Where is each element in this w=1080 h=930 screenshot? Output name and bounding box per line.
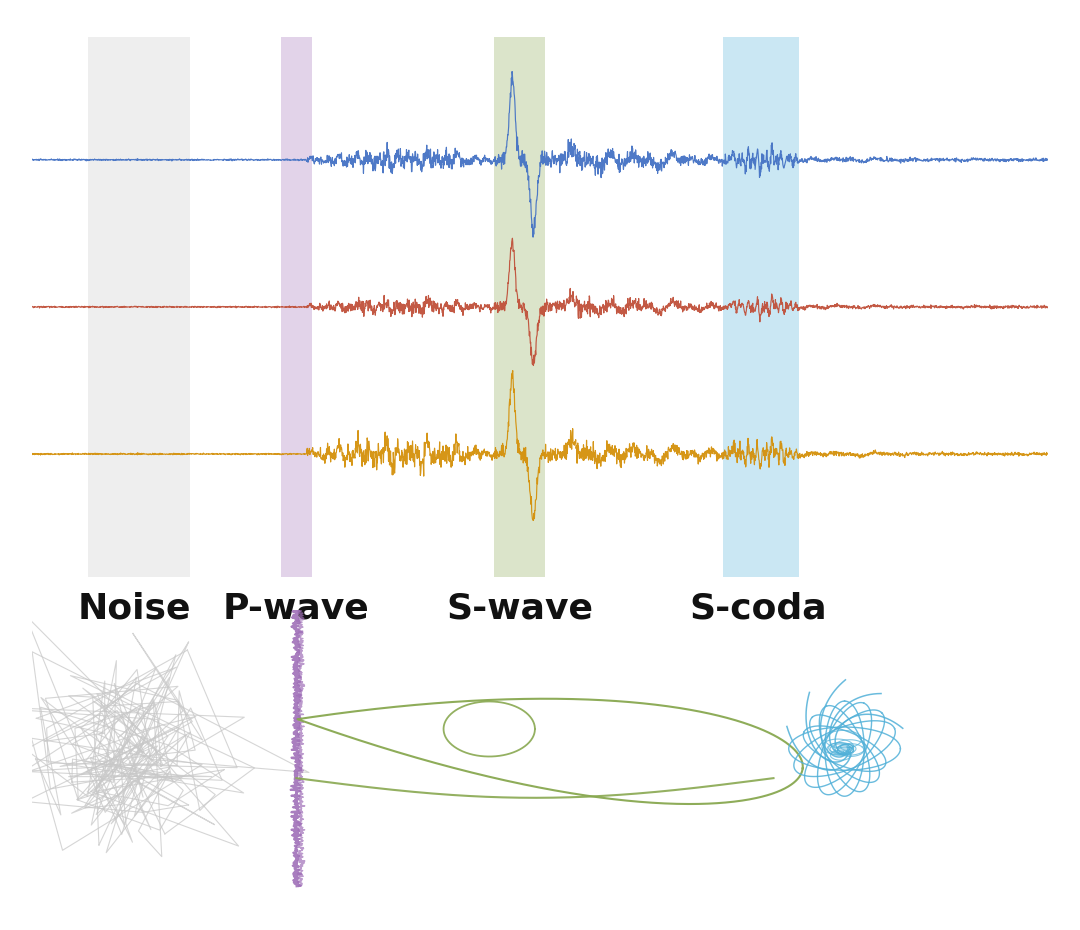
Bar: [89, 37, 190, 577]
Text: Noise: Noise: [77, 591, 191, 625]
Bar: [281, 37, 311, 577]
Bar: [495, 37, 545, 577]
Text: P-wave: P-wave: [222, 591, 369, 625]
Text: S-coda: S-coda: [689, 591, 827, 625]
Text: S-wave: S-wave: [446, 591, 593, 625]
Bar: [723, 37, 799, 577]
